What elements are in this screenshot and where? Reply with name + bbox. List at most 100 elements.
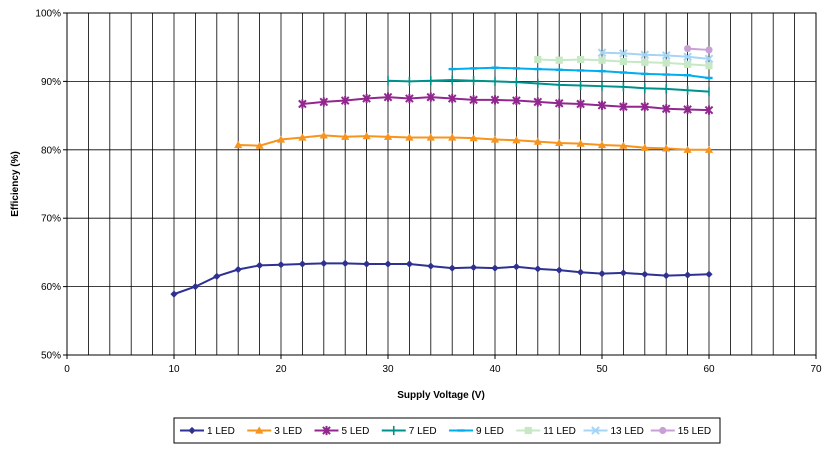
data-point [362,93,371,104]
data-point [577,55,585,64]
y-tick-label: 50% [41,351,61,362]
data-point [534,265,542,273]
data-point [490,135,500,143]
data-point [448,264,456,272]
data-point [362,132,371,140]
data-point [341,259,349,267]
data-point [641,58,649,66]
data-point [662,272,670,280]
data-point [448,133,457,141]
data-point [470,263,478,272]
data-point [661,51,671,60]
x-axis-title: Supply Voltage (V) [397,390,485,401]
series-1-led [170,259,713,298]
data-point [661,104,671,114]
data-point [619,71,627,74]
data-point [576,99,585,109]
legend-label: 11 LED [543,426,576,437]
data-point [683,145,692,153]
data-point [555,266,563,274]
data-point [320,259,328,267]
plot-area [67,13,816,355]
series-9-led [448,66,713,80]
series-line [173,262,710,296]
legend-marker [457,429,465,432]
plot-frame [66,12,817,356]
legend-item: 13 LED [583,426,644,437]
data-point [619,57,627,66]
data-point [598,270,606,278]
data-point [641,72,649,76]
legend-item: 5 LED [314,425,369,437]
y-tick-label: 100% [35,9,61,20]
legend-item: 11 LED [516,426,576,437]
data-point [555,68,563,71]
series-line [601,51,710,60]
y-tick-label: 60% [41,282,61,293]
series-5-led [298,92,714,115]
legend-label: 7 LED [409,426,437,437]
data-point [512,95,521,106]
y-tick-label: 70% [41,214,61,225]
data-point [597,100,607,110]
data-point [234,265,242,274]
legend-item: 1 LED [180,426,235,437]
y-tick-label: 80% [41,145,61,156]
legend-label: 3 LED [274,426,302,437]
series-line [387,79,710,93]
axes: 50% 60% 70% 80% 90% 100% 0 10 20 30 40 50 60 70 [35,9,822,376]
series-11-led [534,55,713,70]
data-point [705,46,713,54]
data-point [577,268,585,276]
data-point [533,97,543,107]
data-point [255,141,264,149]
data-point [298,99,307,109]
legend: 1 LED 3 LED 5 LED 7 LED 9 LED 11 LED 13 LED 15 … [173,417,721,444]
data-point [298,260,306,268]
y-axis-title: Efficiency (%) [10,151,21,217]
data-point [469,95,478,105]
x-tick-label: 70 [810,364,822,375]
legend-label: 15 LED [678,426,711,437]
series-line [302,96,710,112]
series-15-led [684,44,713,54]
data-point [383,92,393,102]
data-point [640,143,649,151]
grid [66,12,817,356]
data-point [534,67,542,71]
legend-label: 1 LED [207,426,235,437]
data-point [426,92,436,102]
data-point [597,140,607,149]
data-point [619,102,628,112]
data-point [684,271,692,279]
series-3-led [234,131,714,153]
data-point [277,261,285,269]
x-tick-label: 0 [64,364,70,375]
data-point [491,66,499,69]
data-point [363,260,371,268]
data-point [705,76,713,80]
data-point [426,133,435,141]
data-point [491,264,499,272]
data-point [640,102,650,112]
data-point [683,52,692,62]
data-point [704,145,714,153]
data-point [683,104,692,115]
legend-marker [322,425,331,436]
x-tick-label: 20 [275,364,287,375]
data-point [576,139,585,147]
data-point [704,54,714,64]
legend-item: 7 LED [381,425,437,437]
data-point [597,48,607,57]
y-tick-label: 90% [41,77,61,88]
data-point [704,105,714,115]
data-point [470,67,478,70]
data-point [447,93,457,104]
data-point [319,131,328,139]
data-point [405,93,414,104]
data-point [684,60,692,68]
data-point [554,98,564,108]
x-tick-label: 30 [382,364,394,375]
data-point [555,138,564,147]
